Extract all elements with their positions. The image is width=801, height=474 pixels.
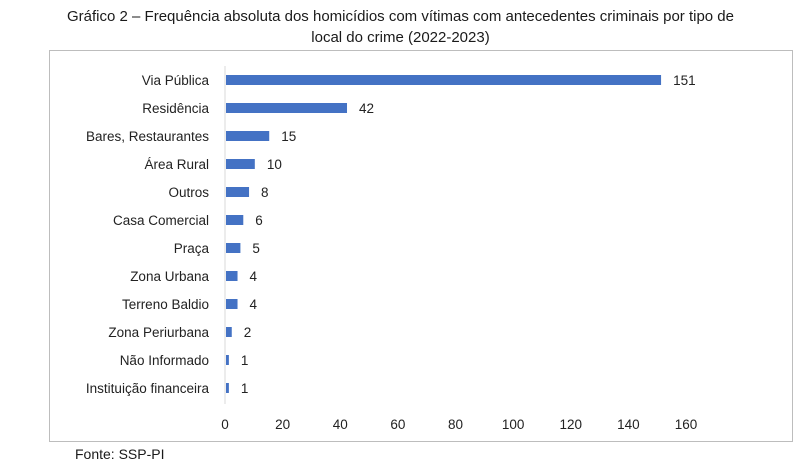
data-label: 1 [241, 381, 249, 396]
source-note: Fonte: SSP-PI [75, 446, 165, 462]
data-label: 2 [244, 325, 252, 340]
bar [226, 383, 229, 393]
category-label: Zona Periurbana [108, 325, 209, 340]
x-tick-label: 80 [448, 417, 463, 432]
data-label: 10 [267, 157, 282, 172]
bar [226, 355, 229, 365]
data-label: 6 [255, 213, 263, 228]
chart-title-line-2: local do crime (2022-2023) [311, 29, 490, 46]
bar [226, 215, 244, 225]
data-label: 42 [359, 101, 374, 116]
x-tick-label: 160 [675, 417, 698, 432]
x-tick-label: 120 [559, 417, 582, 432]
data-label: 15 [281, 129, 296, 144]
x-tick-label: 140 [617, 417, 640, 432]
chart-frame [49, 50, 793, 442]
category-label: Zona Urbana [130, 269, 209, 284]
category-label: Praça [174, 241, 210, 256]
category-label: Instituição financeira [86, 381, 210, 396]
category-label: Outros [168, 185, 209, 200]
bar [226, 327, 232, 337]
x-tick-label: 0 [221, 417, 229, 432]
bar [226, 103, 348, 113]
bar [226, 131, 270, 141]
data-label: 4 [250, 269, 258, 284]
bar [226, 243, 241, 253]
category-label: Não Informado [120, 353, 209, 368]
data-label: 151 [673, 73, 696, 88]
bar [226, 75, 662, 85]
chart-title: Gráfico 2 – Frequência absoluta dos homi… [0, 6, 801, 48]
x-tick-label: 20 [275, 417, 290, 432]
bar [226, 271, 238, 281]
chart-title-line-1: Gráfico 2 – Frequência absoluta dos homi… [67, 8, 734, 25]
data-label: 4 [250, 297, 258, 312]
category-label: Área Rural [144, 157, 209, 172]
category-label: Terreno Baldio [122, 297, 209, 312]
bar [226, 299, 238, 309]
x-tick-label: 100 [502, 417, 525, 432]
category-label: Via Pública [142, 73, 210, 88]
x-tick-label: 60 [390, 417, 405, 432]
category-label: Residência [142, 101, 209, 116]
bar [226, 159, 255, 169]
data-label: 5 [252, 241, 260, 256]
data-label: 8 [261, 185, 269, 200]
category-label: Casa Comercial [113, 213, 209, 228]
bar [226, 187, 250, 197]
data-label: 1 [241, 353, 249, 368]
category-label: Bares, Restaurantes [86, 129, 209, 144]
x-tick-label: 40 [333, 417, 348, 432]
